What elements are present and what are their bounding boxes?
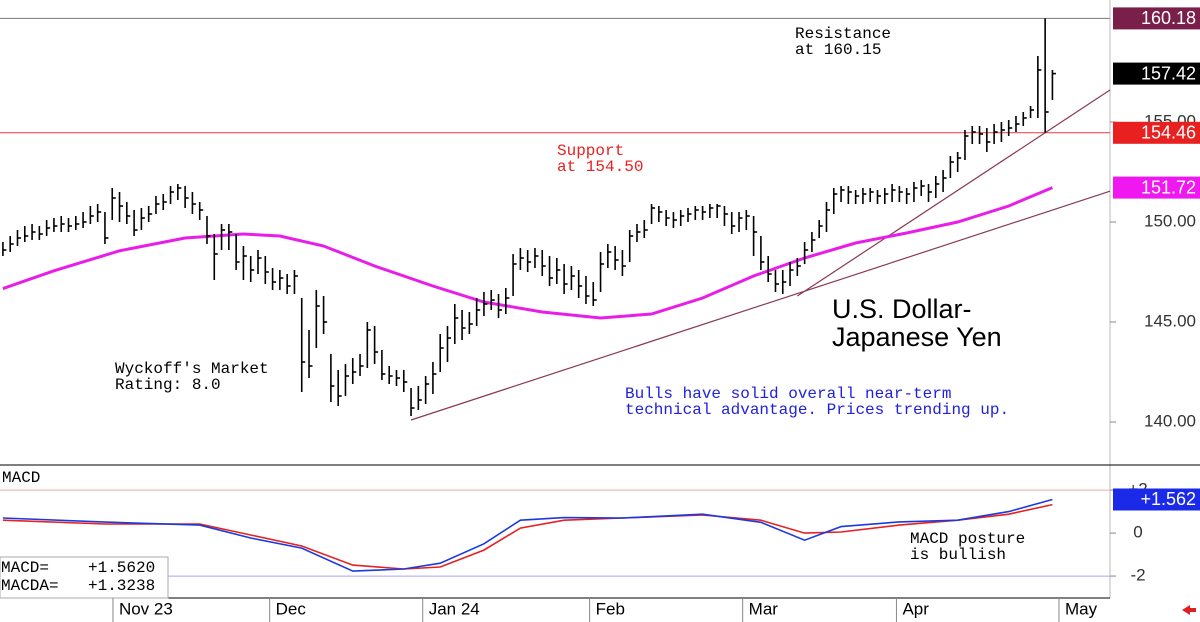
y-tick-label: 150.00 [1144,211,1196,230]
x-tick-label: Feb [596,599,625,618]
annotation: is bullish [910,546,1006,564]
x-tick-label: Apr [902,599,929,618]
price-label-box [1113,121,1200,144]
x-tick-label: Nov 23 [119,599,173,618]
macd-line [2,498,1053,572]
y-tick-label: 140.00 [1144,411,1196,430]
price-label-box [1113,62,1200,85]
price-label: 154.46 [1141,123,1196,143]
annotation: at 154.50 [557,158,643,176]
chart-title: Japanese Yen [832,322,1002,352]
annotation: Wyckoff's Market [115,360,269,378]
moving-average [2,186,1053,320]
annotation: Rating: 8.0 [115,376,221,394]
readout-name: MACDA= [1,577,59,595]
macd-line [2,503,1053,570]
price-label: 157.42 [1141,63,1196,83]
price-label: 151.72 [1141,177,1196,197]
chart-title: U.S. Dollar- [832,294,972,324]
trend-line [410,190,1111,421]
annotation: Bulls have solid overall near-term [625,385,951,403]
x-tick-label: Dec [276,599,307,618]
y-tick-label: 145.00 [1144,311,1196,330]
price-label-box [1113,176,1200,199]
price-label: +1.562 [1140,489,1196,509]
y-tick-label: 0 [1133,523,1142,542]
scroll-arrow[interactable] [1182,605,1196,615]
annotation: at 160.15 [795,41,881,59]
x-tick-label: Mar [749,599,779,618]
readout-name: MACD= [1,559,49,577]
annotation: technical advantage. Prices trending up. [625,401,1009,419]
readout-value: +1.5620 [88,559,155,577]
annotation: Resistance [795,25,891,43]
x-tick-label: Jan 24 [429,599,480,618]
y-tick-label: -2 [1130,566,1145,585]
trend-line [797,89,1111,297]
annotation: Support [557,142,624,160]
price-label: 160.18 [1141,8,1196,28]
x-tick-label: May [1065,599,1098,618]
panel-title: MACD [2,469,40,487]
readout-value: +1.3238 [88,577,155,595]
annotation: MACD posture [910,530,1025,548]
price-label-box [1113,7,1200,30]
price-label-box [1113,488,1200,511]
readout-box [0,556,169,599]
